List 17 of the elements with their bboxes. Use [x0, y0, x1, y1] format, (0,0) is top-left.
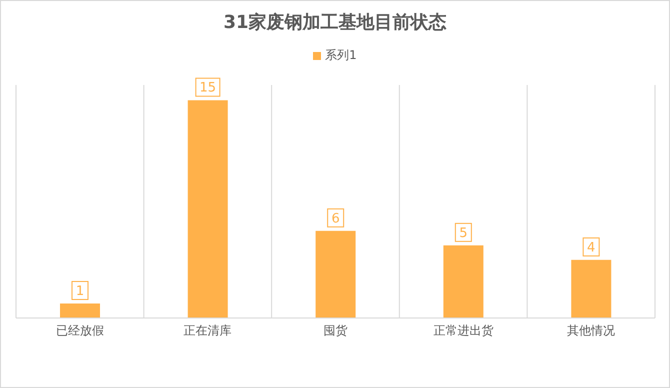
x-tick-label: 已经放假	[56, 324, 104, 338]
bar	[443, 245, 484, 318]
x-tick-label: 囤货	[324, 324, 348, 338]
data-label: 15	[200, 80, 216, 96]
data-label: 5	[459, 226, 468, 241]
legend-label: 系列1	[324, 47, 357, 64]
bar	[571, 260, 612, 318]
bar	[188, 100, 228, 318]
data-label: 4	[587, 240, 596, 256]
bar	[60, 303, 100, 318]
bar	[316, 230, 356, 318]
x-tick-label: 其他情况	[567, 324, 616, 338]
data-label: 6	[331, 211, 340, 226]
data-label: 1	[76, 284, 84, 299]
x-tick-label: 正常进出货	[433, 324, 494, 338]
chart-title: 31家废钢加工基地目前状态	[222, 11, 448, 34]
x-tick-label: 正在清库	[184, 324, 232, 338]
